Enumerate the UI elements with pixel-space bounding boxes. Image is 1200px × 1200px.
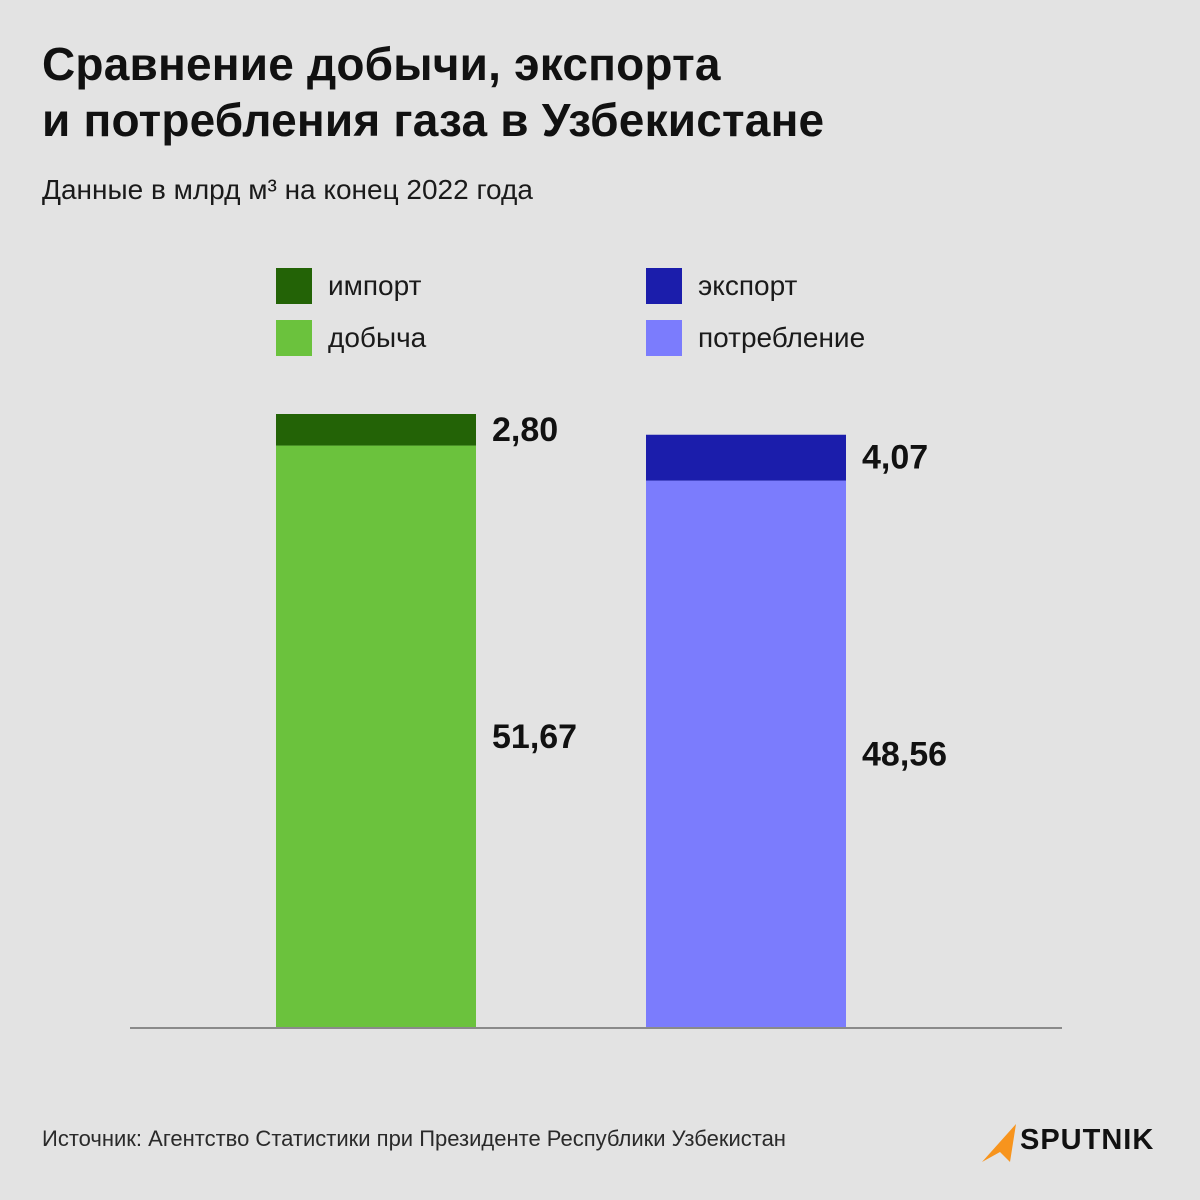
page-title: Сравнение добычи, экспорта и потребления… [42,36,1162,148]
legend: импорт экспорт добыча потребление [0,268,1200,368]
legend-item-consumption: потребление [646,320,865,356]
bar-segment-экспорт [646,434,846,481]
chart-subtitle: Данные в млрд м³ на конец 2022 года [42,174,533,205]
sputnik-logo-icon [982,1124,1016,1162]
bar-segment-импорт [276,414,476,446]
legend-label-consumption: потребление [698,322,866,353]
legend-swatch-production [276,320,312,356]
legend-item-import: импорт [276,268,421,304]
bar-segment-добыча [276,445,476,1028]
data-label-экспорт: 4,07 [862,439,928,477]
legend-swatch-consumption [646,320,682,356]
legend-label-import: импорт [328,270,422,301]
legend-item-production: добыча [276,320,426,356]
legend-swatch-export [646,268,682,304]
legend-label-production: добыча [328,322,427,353]
source-note: Источник: Агентство Статистики при Прези… [42,1126,786,1151]
data-label-добыча: 51,67 [492,718,577,756]
sputnik-logo-text: SPUTNIK [1020,1124,1155,1156]
legend-item-export: экспорт [646,268,797,304]
legend-label-export: экспорт [698,270,798,301]
bar-segment-потребление [646,480,846,1029]
sputnik-logo: SPUTNIK [980,1118,1170,1164]
data-label-импорт: 2,80 [492,411,558,449]
legend-swatch-import [276,268,312,304]
title-line-2: и потребления газа в Узбекистане [42,94,825,146]
title-line-1: Сравнение добычи, экспорта [42,38,721,90]
data-label-потребление: 48,56 [862,735,947,773]
